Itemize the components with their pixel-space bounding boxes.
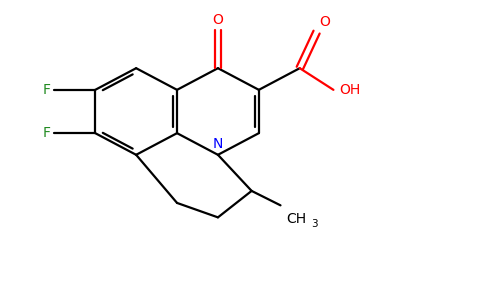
Text: F: F — [43, 83, 50, 97]
Text: N: N — [213, 137, 223, 151]
Text: F: F — [43, 126, 50, 140]
Text: CH: CH — [286, 212, 306, 226]
Text: 3: 3 — [311, 219, 318, 229]
Text: O: O — [212, 13, 224, 27]
Text: OH: OH — [339, 83, 361, 97]
Text: O: O — [319, 15, 330, 29]
